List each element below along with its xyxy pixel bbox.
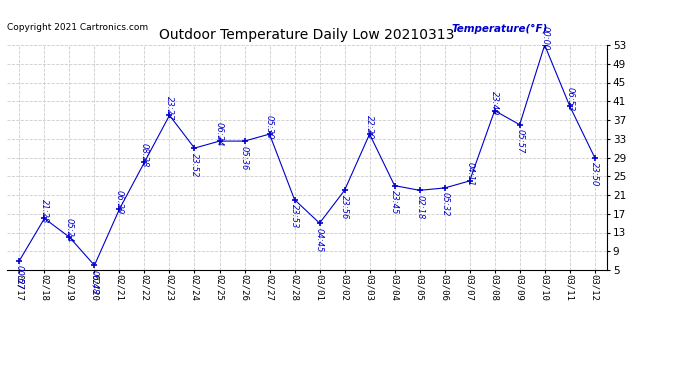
- Text: 05:36: 05:36: [240, 146, 249, 170]
- Text: Temperature(°F): Temperature(°F): [451, 23, 547, 33]
- Text: 04:45: 04:45: [315, 228, 324, 252]
- Text: 23:56: 23:56: [340, 195, 349, 219]
- Title: Outdoor Temperature Daily Low 20210313: Outdoor Temperature Daily Low 20210313: [159, 28, 455, 42]
- Text: 23:50: 23:50: [590, 162, 599, 186]
- Text: 04:11: 04:11: [465, 162, 474, 186]
- Text: 06:53: 06:53: [565, 87, 574, 111]
- Text: 05:32: 05:32: [440, 192, 449, 217]
- Text: 00:00: 00:00: [540, 26, 549, 50]
- Text: 21:28: 21:28: [40, 199, 49, 223]
- Text: 06:48: 06:48: [90, 270, 99, 294]
- Text: 06:24: 06:24: [215, 122, 224, 146]
- Text: Copyright 2021 Cartronics.com: Copyright 2021 Cartronics.com: [7, 22, 148, 32]
- Text: 23:52: 23:52: [190, 153, 199, 177]
- Text: 05:24: 05:24: [65, 218, 74, 242]
- Text: 06:29: 06:29: [115, 190, 124, 214]
- Text: 22:20: 22:20: [365, 115, 374, 139]
- Text: 23:45: 23:45: [390, 190, 399, 214]
- Text: 05:57: 05:57: [515, 129, 524, 153]
- Text: 23:49: 23:49: [490, 92, 499, 116]
- Text: 00:57: 00:57: [15, 265, 24, 290]
- Text: 05:30: 05:30: [265, 115, 274, 139]
- Text: 08:28: 08:28: [140, 143, 149, 167]
- Text: 23:27: 23:27: [165, 96, 174, 120]
- Text: 02:18: 02:18: [415, 195, 424, 219]
- Text: 23:53: 23:53: [290, 204, 299, 228]
